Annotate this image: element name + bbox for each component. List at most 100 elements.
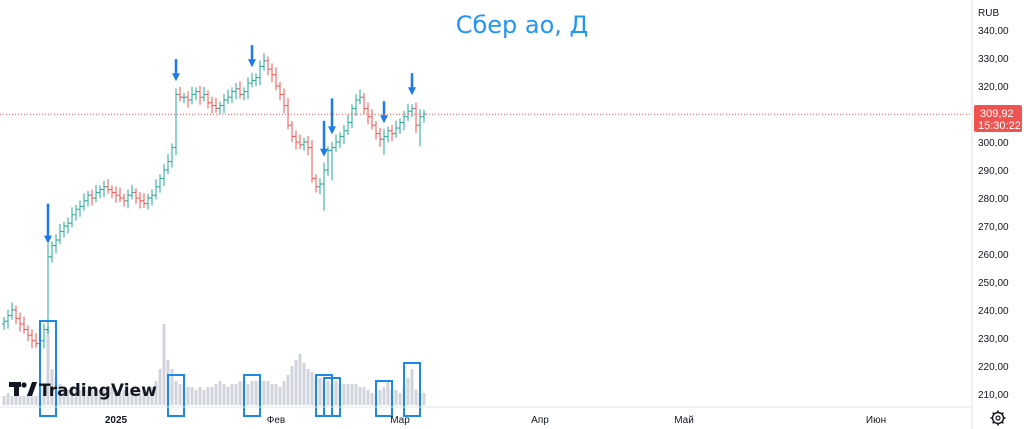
- price-bar: [378, 127, 382, 147]
- volume-bar: [266, 381, 270, 405]
- volume-bar: [230, 384, 234, 405]
- tradingview-icon: [9, 382, 37, 396]
- price-bar: [302, 137, 306, 151]
- price-tick-label: 330,00: [978, 54, 1009, 65]
- volume-bar: [10, 396, 14, 405]
- price-bar: [90, 189, 94, 206]
- annotation-arrow: [172, 59, 180, 82]
- volume-bar: [350, 384, 354, 405]
- volume-bar: [414, 390, 418, 405]
- volume-bar: [250, 381, 254, 405]
- price-bar: [274, 67, 278, 91]
- volume-bar: [326, 381, 330, 405]
- price-bar: [362, 93, 366, 115]
- volume-bar: [34, 396, 38, 405]
- volume-bar: [110, 387, 114, 405]
- time-tick-label: Мар: [390, 415, 410, 426]
- price-bar: [322, 162, 326, 211]
- price-bar: [206, 90, 210, 109]
- countdown-timer: 15:30:22: [978, 120, 1021, 132]
- price-bar: [246, 77, 250, 100]
- price-tick-label: 270,00: [978, 222, 1009, 233]
- price-bar: [70, 207, 74, 228]
- volume-bar: [154, 381, 158, 405]
- price-bar: [222, 94, 226, 114]
- price-bar: [390, 124, 394, 142]
- volume-bar: [118, 393, 122, 405]
- volume-bar: [162, 324, 166, 405]
- volume-bar: [194, 390, 198, 405]
- tradingview-logo[interactable]: TradingView: [9, 381, 157, 401]
- volume-bar: [6, 393, 10, 405]
- price-bar: [286, 98, 290, 130]
- price-bar: [186, 91, 190, 108]
- volume-bar: [226, 387, 230, 405]
- volume-bar: [218, 381, 222, 405]
- volume-bar: [206, 387, 210, 405]
- volume-bar: [282, 381, 286, 405]
- annotation-arrow: [408, 73, 416, 96]
- currency-label[interactable]: RUB: [978, 8, 999, 19]
- volume-bar: [86, 390, 90, 405]
- volume-bar: [2, 396, 6, 405]
- price-tick-label: 260,00: [978, 250, 1009, 261]
- volume-bar: [82, 387, 86, 405]
- annotation-arrow: [320, 120, 328, 157]
- price-bar: [230, 87, 234, 104]
- volume-bar: [370, 393, 374, 405]
- volume-bar: [62, 387, 66, 405]
- volume-bar: [246, 384, 250, 405]
- volume-bar: [30, 396, 34, 405]
- volume-bar: [130, 390, 134, 405]
- volume-bar: [410, 369, 414, 405]
- volume-bar: [202, 390, 206, 405]
- price-bar: [182, 93, 186, 104]
- price-bar: [118, 187, 122, 203]
- annotation-arrow: [328, 98, 336, 135]
- price-bar: [402, 110, 406, 130]
- volume-highlight-box: [167, 374, 185, 417]
- volume-bar: [50, 369, 54, 405]
- volume-bar: [134, 390, 138, 405]
- price-bar: [310, 140, 314, 183]
- annotation-arrow: [380, 101, 388, 124]
- volume-bar: [214, 384, 218, 405]
- time-scale[interactable]: 2025 Фев Мар Апр Май Июн: [0, 406, 972, 426]
- volume-bar: [142, 387, 146, 405]
- volume-bar: [366, 390, 370, 405]
- price-bar: [122, 193, 126, 207]
- price-bar: [214, 98, 218, 113]
- price-bar: [150, 189, 154, 206]
- gear-icon[interactable]: [990, 410, 1006, 426]
- price-bar: [370, 109, 374, 130]
- price-bar: [86, 191, 90, 207]
- price-bar: [226, 89, 230, 105]
- price-bar: [262, 53, 266, 71]
- price-bar: [102, 180, 106, 198]
- price-bar: [94, 184, 98, 203]
- price-bar: [282, 88, 286, 114]
- price-bar: [134, 188, 138, 204]
- volume-bar: [170, 369, 174, 405]
- price-scale[interactable]: RUB 340,00330,00320,00310,00300,00290,00…: [971, 0, 1024, 429]
- price-bar: [154, 179, 158, 200]
- price-tick-label: 280,00: [978, 194, 1009, 205]
- volume-bar: [190, 387, 194, 405]
- price-bar: [394, 120, 398, 138]
- volume-bar: [186, 387, 190, 405]
- price-bar: [50, 241, 54, 263]
- volume-bar: [354, 384, 358, 405]
- price-bar: [278, 81, 282, 101]
- volume-bar: [222, 384, 226, 405]
- price-bar: [30, 329, 34, 349]
- price-bar: [78, 200, 82, 217]
- price-bar: [194, 87, 198, 101]
- price-bar: [110, 185, 114, 199]
- volume-bar: [150, 387, 154, 405]
- volume-bar: [106, 390, 110, 405]
- price-bar: [62, 221, 66, 238]
- volume-bar: [174, 381, 178, 405]
- volume-bar: [22, 396, 26, 405]
- volume-highlight-box: [39, 320, 57, 417]
